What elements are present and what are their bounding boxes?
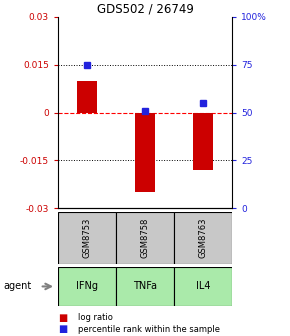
Text: ■: ■ <box>58 312 67 323</box>
Text: log ratio: log ratio <box>78 313 113 322</box>
Text: IFNg: IFNg <box>76 282 98 291</box>
Text: GSM8753: GSM8753 <box>82 217 92 258</box>
Text: GSM8763: GSM8763 <box>198 217 208 258</box>
Text: GSM8758: GSM8758 <box>140 217 150 258</box>
Bar <box>58 212 116 264</box>
Bar <box>58 267 116 306</box>
Title: GDS502 / 26749: GDS502 / 26749 <box>97 3 193 16</box>
Bar <box>135 113 155 192</box>
Bar <box>116 212 174 264</box>
Bar <box>77 81 97 113</box>
Text: IL4: IL4 <box>196 282 210 291</box>
Text: agent: agent <box>3 282 31 291</box>
Bar <box>174 212 232 264</box>
Text: ■: ■ <box>58 324 67 334</box>
Text: percentile rank within the sample: percentile rank within the sample <box>78 325 220 334</box>
Text: TNFa: TNFa <box>133 282 157 291</box>
Bar <box>193 113 213 170</box>
Bar <box>174 267 232 306</box>
Bar <box>116 267 174 306</box>
